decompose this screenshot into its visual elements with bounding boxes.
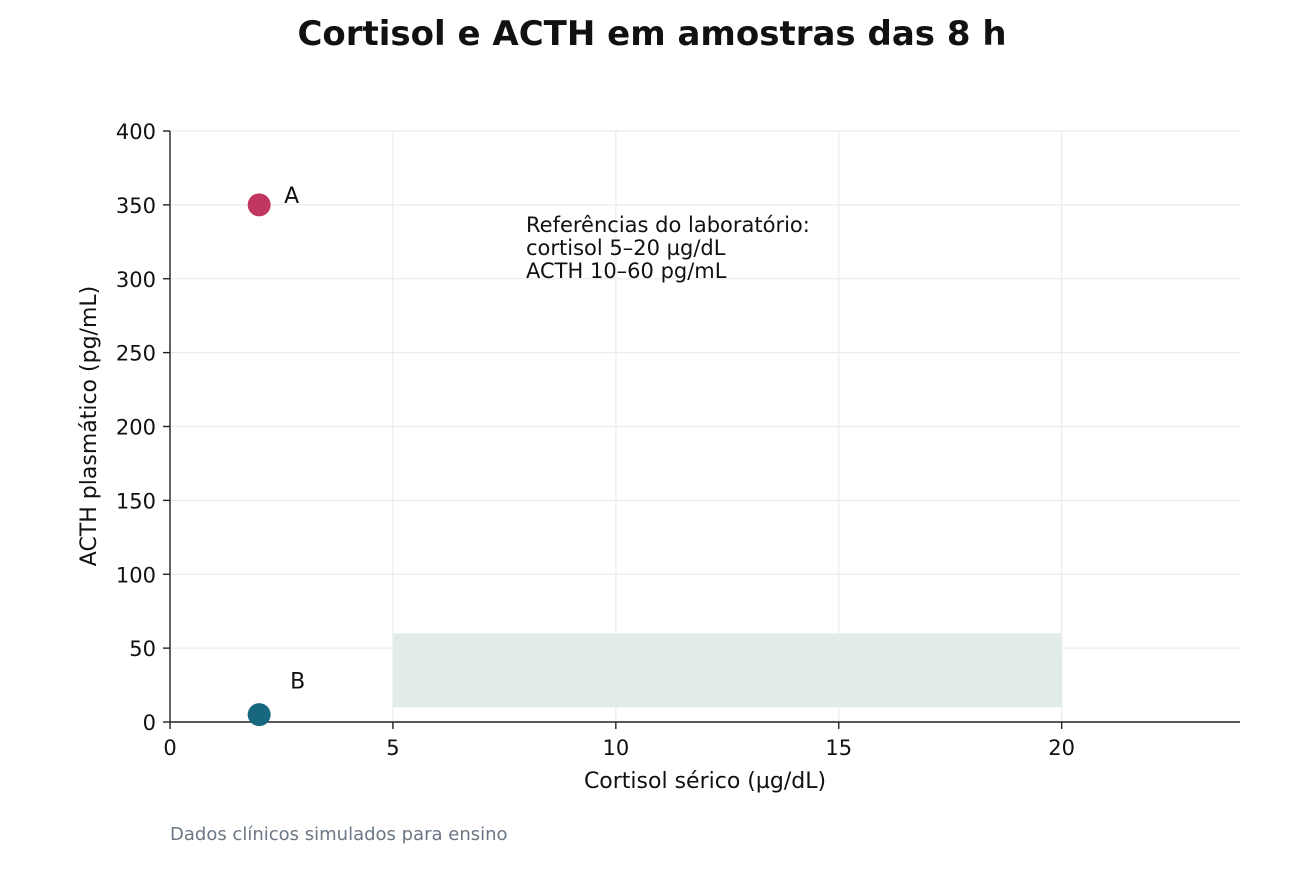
points: AB [247, 184, 305, 727]
y-tick-label: 400 [116, 120, 156, 144]
x-tick-label: 15 [825, 736, 852, 760]
reference-region-layer [392, 633, 1062, 708]
y-axis-label: ACTH plasmático (pg/mL) [77, 286, 102, 566]
y-tick-label: 50 [129, 637, 156, 661]
data-point-a [247, 193, 271, 217]
y-tick-label: 200 [116, 416, 156, 440]
data-label-a: A [284, 184, 299, 209]
y-tick-label: 250 [116, 342, 156, 366]
x-tick-label: 10 [602, 736, 629, 760]
y-tick-label: 300 [116, 268, 156, 292]
annotation: Referências do laboratório: cortisol 5–2… [526, 213, 810, 283]
y-tick-label: 350 [116, 194, 156, 218]
x-tick-label: 0 [163, 736, 176, 760]
annotation-line-3: ACTH 10–60 pg/mL [526, 259, 727, 283]
y-tick-label: 150 [116, 489, 156, 513]
annotation-line-1: Referências do laboratório: [526, 213, 810, 237]
annotation-line-2: cortisol 5–20 µg/dL [526, 236, 726, 260]
data-label-b: B [290, 670, 305, 695]
x-axis-label: Cortisol sérico (µg/dL) [584, 769, 826, 794]
data-point-b [247, 703, 271, 727]
y-tick-label: 0 [143, 711, 156, 735]
x-tick-label: 5 [386, 736, 399, 760]
chart-title: Cortisol e ACTH em amostras das 8 h [297, 14, 1006, 54]
reference-range-rect [392, 633, 1062, 708]
x-tick-label: 20 [1048, 736, 1075, 760]
source-note: Dados clínicos simulados para ensino [170, 824, 508, 845]
y-tick-label: 100 [116, 563, 156, 587]
